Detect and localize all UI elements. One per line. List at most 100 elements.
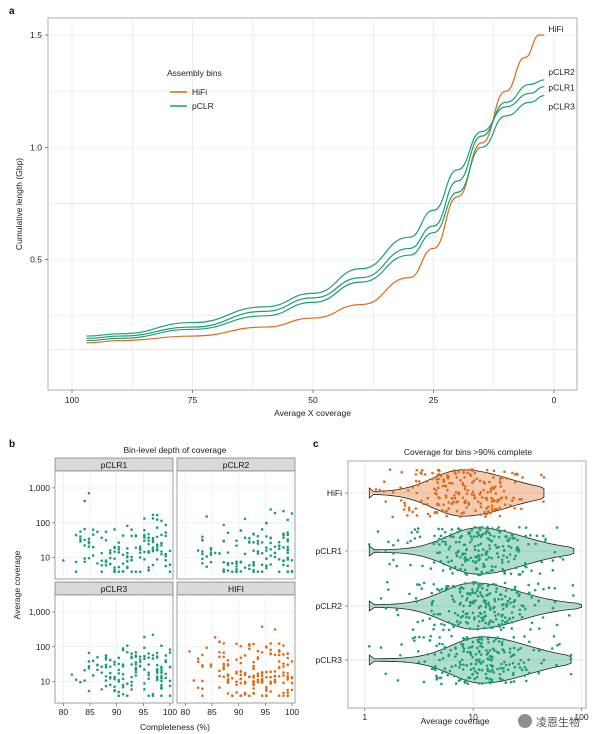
data-point (441, 569, 445, 572)
data-point (442, 562, 446, 566)
data-point (130, 528, 133, 531)
data-point (96, 668, 99, 672)
data-point (265, 646, 268, 649)
data-point (449, 567, 452, 571)
data-point (459, 556, 462, 559)
data-point (488, 538, 491, 542)
data-point (455, 652, 459, 656)
data-point (512, 671, 515, 675)
data-point (168, 570, 172, 574)
data-point (479, 604, 482, 608)
data-point (494, 492, 498, 495)
data-point (239, 656, 243, 659)
data-point (205, 565, 208, 569)
data-point (479, 502, 483, 505)
data-point (260, 694, 264, 698)
data-point (252, 681, 255, 684)
data-point (567, 614, 571, 617)
data-point (462, 469, 465, 473)
data-point (269, 675, 272, 679)
data-point (277, 558, 281, 561)
data-point (520, 615, 524, 619)
data-point (498, 593, 502, 596)
data-point (485, 648, 488, 652)
data-point (469, 556, 473, 560)
data-point (512, 653, 516, 657)
data-point (239, 681, 243, 685)
data-point (196, 549, 200, 552)
data-point (407, 506, 411, 510)
y-tick-label: 0.5 (30, 255, 42, 265)
data-point (192, 679, 196, 682)
data-point (444, 484, 447, 487)
data-point (506, 620, 509, 623)
data-point (516, 545, 519, 549)
data-point (494, 614, 497, 617)
data-point (550, 647, 554, 650)
data-point (511, 616, 515, 619)
data-point (487, 555, 491, 559)
data-point (413, 528, 417, 531)
data-point (256, 550, 260, 553)
data-point (508, 647, 512, 651)
data-point (121, 677, 125, 681)
data-point (508, 617, 511, 621)
data-point (459, 663, 462, 667)
data-point (479, 653, 483, 656)
data-point (104, 665, 108, 669)
data-point (447, 507, 451, 510)
data-point (451, 572, 454, 575)
data-point (491, 656, 494, 659)
data-point (134, 660, 138, 664)
data-point (256, 672, 260, 676)
data-point (444, 543, 448, 546)
data-point (540, 560, 543, 564)
data-point (454, 490, 458, 494)
facet-panel (176, 594, 296, 704)
data-point (87, 666, 91, 670)
data-point (490, 500, 494, 503)
data-point (104, 663, 108, 667)
facet-label: pCLR2 (223, 460, 250, 470)
data-point (403, 504, 407, 507)
data-point (500, 613, 504, 617)
data-point (269, 536, 272, 540)
data-point (130, 684, 133, 687)
data-point (511, 471, 514, 475)
data-point (143, 517, 146, 520)
category-label-pclr3: pCLR3 (316, 655, 343, 665)
data-point (74, 678, 78, 682)
data-point (87, 545, 91, 548)
data-point (448, 669, 452, 673)
data-point (520, 498, 523, 501)
data-point (286, 570, 290, 574)
data-point (384, 672, 388, 676)
x-tick-label: 80 (181, 707, 191, 717)
data-point (286, 545, 290, 549)
data-point (151, 513, 155, 517)
data-point (493, 599, 497, 603)
data-point (222, 560, 226, 564)
data-point (164, 672, 168, 676)
data-point (406, 514, 409, 517)
data-point (486, 593, 490, 596)
data-point (485, 571, 489, 574)
data-point (502, 626, 505, 629)
data-point (569, 653, 573, 657)
data-point (512, 646, 516, 650)
data-point (269, 652, 272, 656)
data-point (374, 488, 378, 491)
data-point (470, 528, 474, 532)
data-point (286, 694, 290, 698)
data-point (473, 677, 477, 681)
data-point (489, 658, 493, 662)
data-point (121, 647, 125, 650)
data-point (143, 687, 146, 691)
data-point (108, 665, 112, 668)
data-point (435, 540, 439, 544)
data-point (155, 518, 159, 521)
data-point (497, 555, 500, 559)
data-point (513, 506, 516, 510)
data-point (438, 658, 441, 662)
data-point (403, 501, 406, 505)
